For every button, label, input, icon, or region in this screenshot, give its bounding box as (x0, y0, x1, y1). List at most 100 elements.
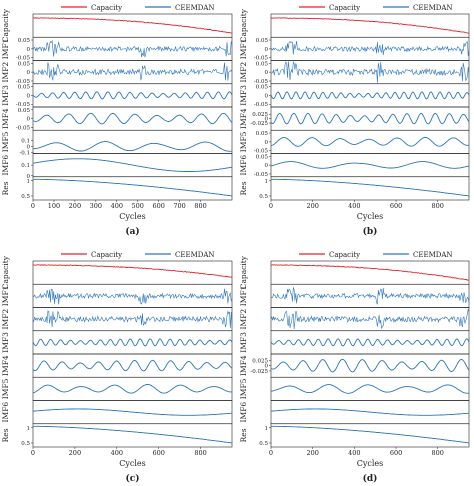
y-tick-label: 0.5 (21, 194, 30, 200)
y-tick-label: 0 (265, 93, 269, 99)
y-tick-label: 0 (27, 70, 31, 76)
y-tick-label: 0.05 (256, 131, 269, 137)
series-line-imf6 (270, 161, 470, 169)
x-axis-label: Cycles (357, 459, 384, 468)
subplot-imf5: IMF5 (1, 376, 233, 401)
series-line-res (33, 178, 233, 197)
y-tick-label: 1 (265, 426, 269, 432)
row-label: IMF2 (1, 309, 10, 330)
x-axis-label: Cycles (119, 459, 146, 468)
series-line-imf4 (32, 359, 233, 372)
series-line-res (271, 425, 470, 444)
row-label: Res (1, 181, 10, 195)
panel-c: Capacity CEEMDANCapacityIMF1IMF2IMF3IMF4I… (1, 251, 233, 484)
x-tick-label: 800 (432, 449, 444, 457)
y-tick-label: -0.025 (250, 121, 268, 127)
series-line-imf5 (32, 383, 232, 394)
legend-capacity-label: Capacity (329, 251, 360, 259)
series-line-capacity (32, 17, 233, 34)
row-label: Capacity (1, 255, 10, 289)
y-tick-label: 0 (265, 70, 269, 76)
series-line-imf2 (32, 310, 233, 329)
subplot-imf5: IMF5 0.05 0 -0.05 (239, 129, 470, 155)
y-tick-label: 0.05 (18, 61, 31, 67)
row-label: IMF1 (239, 39, 248, 60)
subplot-res: Res 1 0.5 (239, 423, 470, 448)
y-tick-label: 0 (265, 163, 269, 169)
y-tick-label: 0 (27, 117, 31, 123)
y-tick-label: 0.05 (256, 38, 269, 44)
y-tick-label: 0 (27, 47, 31, 53)
x-tick-label: 800 (432, 202, 444, 210)
row-label: IMF1 (1, 286, 10, 307)
x-tick-label: 200 (306, 202, 318, 210)
subplot-imf6: IMF6 0.1 0 (1, 153, 233, 180)
y-tick-label: 0.05 (18, 38, 31, 44)
row-label: IMF3 (239, 85, 248, 106)
y-tick-label: 0 (27, 144, 31, 150)
series-line-imf5 (270, 384, 470, 394)
series-line-res (33, 425, 233, 444)
row-label: IMF5 (239, 378, 248, 399)
subplot-frame (270, 129, 470, 154)
series-line-imf2 (270, 309, 470, 330)
y-tick-label: -0.05 (16, 102, 31, 108)
row-label: IMF5 (239, 131, 248, 152)
subplot-frame (32, 60, 233, 85)
y-tick-label: 0.025 (252, 358, 268, 364)
subplot-frame (32, 423, 233, 448)
y-tick-label: 0.1 (21, 163, 30, 169)
series-line-imf3 (32, 91, 233, 100)
subplot-imf6: IMF6 0.05 0 -0.05 (239, 153, 470, 178)
row-label: IMF5 (1, 131, 10, 152)
subplot-imf2: IMF2 (1, 307, 233, 332)
y-tick-label: -0.05 (254, 149, 269, 155)
series-line-imf2 (32, 62, 233, 81)
x-tick-label: 0 (269, 449, 273, 457)
legend-ceemdan-label: CEEMDAN (413, 251, 453, 259)
series-line-capacity (270, 264, 470, 281)
x-tick-label: 400 (111, 449, 123, 457)
subplot-imf3: IMF3 0.05 0 -0.05 (239, 83, 470, 108)
x-tick-label: 700 (173, 202, 185, 210)
subplot-res: Res 1 0.5 (239, 176, 470, 201)
subplot-imf3: IMF3 (239, 330, 470, 355)
series-line-imf5 (270, 136, 470, 147)
row-label: Capacity (239, 255, 248, 289)
panel-label: (c) (126, 473, 140, 484)
series-line-imf3 (270, 338, 470, 347)
x-tick-label: 0 (269, 202, 273, 210)
subplot-imf2: IMF2 (239, 307, 470, 332)
row-label: IMF4 (1, 108, 10, 129)
row-label: IMF6 (1, 402, 10, 423)
subplot-frame (270, 106, 470, 131)
series-line-imf3 (32, 338, 233, 347)
panel-label: (a) (125, 226, 139, 237)
panel-label: (d) (363, 473, 378, 484)
legend-capacity-label: Capacity (329, 4, 360, 12)
row-label: IMF2 (239, 309, 248, 330)
subplot-imf4: IMF4 0.05 0 -0.05 (1, 106, 233, 131)
series-line-imf5 (32, 141, 233, 152)
row-label: IMF2 (1, 62, 10, 83)
subplot-imf6: IMF6 (1, 400, 233, 425)
y-tick-label: 0.05 (256, 85, 269, 91)
y-tick-label: -0.05 (16, 79, 31, 85)
y-tick-label: -0.05 (254, 56, 269, 62)
series-line-imf1 (270, 286, 470, 305)
row-label: Capacity (239, 8, 248, 42)
row-label: Res (239, 428, 248, 442)
series-line-imf4 (270, 358, 470, 373)
y-tick-label: -0.025 (250, 369, 268, 375)
y-tick-label: -0.05 (16, 125, 31, 131)
series-line-res (271, 178, 470, 197)
x-tick-label: 400 (111, 202, 123, 210)
legend-ceemdan-label: CEEMDAN (175, 4, 215, 12)
series-line-imf2 (270, 60, 470, 83)
y-tick-label: 0 (27, 174, 31, 180)
y-tick-label: 0.05 (18, 85, 31, 91)
subplot-imf3: IMF3 0.05 0 -0.05 (1, 83, 233, 108)
